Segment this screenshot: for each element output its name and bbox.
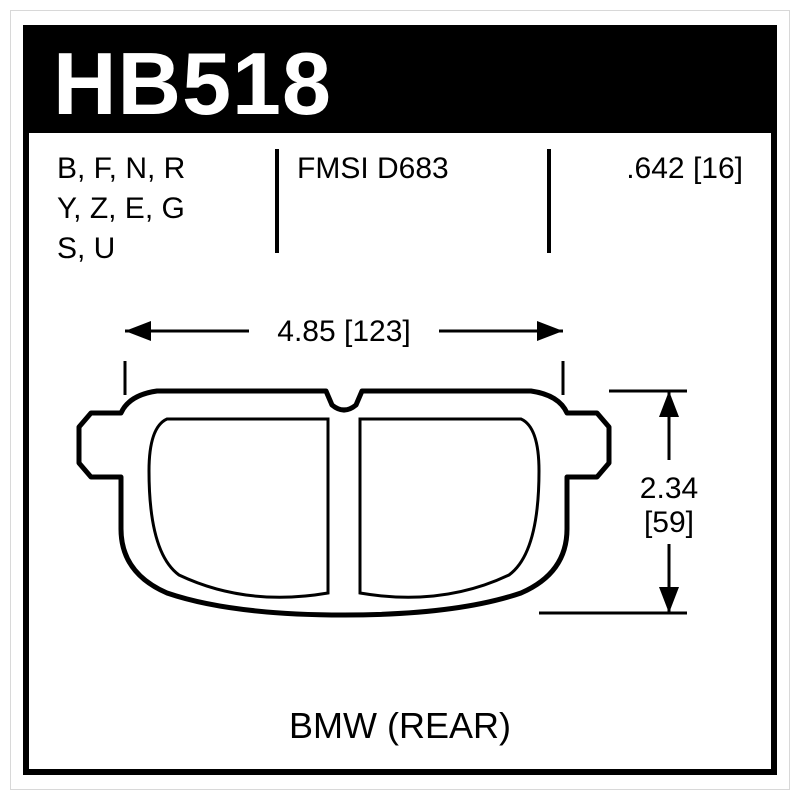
codes-column: B, F, N, R Y, Z, E, G S, U <box>57 149 277 269</box>
diagram-area: 4.85 [123] 2.34[59] <box>29 281 771 761</box>
codes-line-2: Y, Z, E, G <box>57 189 277 229</box>
title-bar: HB518 <box>29 31 771 133</box>
divider-1 <box>275 149 279 253</box>
spec-row: B, F, N, R Y, Z, E, G S, U FMSI D683 .64… <box>57 149 743 259</box>
thickness-mm: [16] <box>693 152 743 185</box>
brake-pad-diagram: 4.85 [123] 2.34[59] <box>29 281 769 761</box>
fmsi-value: FMSI D683 <box>297 149 517 189</box>
application-label: BMW (REAR) <box>29 705 771 747</box>
svg-text:[59]: [59] <box>644 506 694 539</box>
inner-border: HB518 B, F, N, R Y, Z, E, G S, U FMSI D6… <box>23 25 777 775</box>
thickness-column: .642 [16] <box>567 149 743 189</box>
codes-line-3: S, U <box>57 229 277 269</box>
frame: HB518 B, F, N, R Y, Z, E, G S, U FMSI D6… <box>10 10 790 790</box>
codes-line-1: B, F, N, R <box>57 149 277 189</box>
part-number: HB518 <box>53 33 332 135</box>
svg-text:4.85 [123]: 4.85 [123] <box>277 315 410 348</box>
divider-2 <box>547 149 551 253</box>
thickness-in: .642 <box>626 152 684 185</box>
fmsi-column: FMSI D683 <box>297 149 517 189</box>
thickness-value: .642 [16] <box>567 149 743 189</box>
svg-text:2.34: 2.34 <box>640 472 698 505</box>
